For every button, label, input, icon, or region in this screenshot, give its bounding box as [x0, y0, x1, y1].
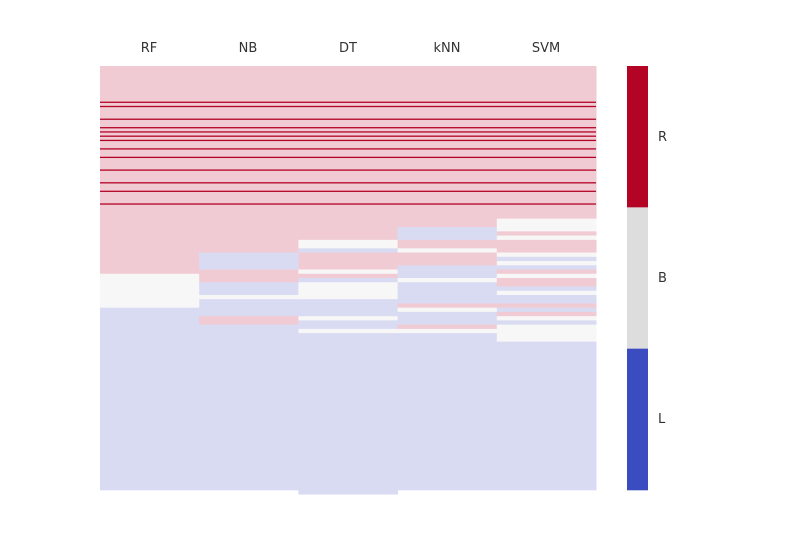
- heatmap-cell-dt-l: [298, 248, 399, 253]
- heatmap-cell-dt-r: [298, 252, 399, 270]
- heatmap-cell-svm-b: [496, 316, 597, 321]
- highlight-row-line: [100, 156, 596, 159]
- colorbar-label-b: B: [658, 271, 667, 286]
- heatmap-cell-svm-l: [496, 286, 597, 292]
- heatmap-cell-nb-l: [199, 252, 299, 270]
- heatmap-cell-dt-l: [298, 320, 399, 330]
- heatmap-cell-dt-r: [298, 273, 399, 279]
- heatmap-cell-dt-b: [298, 269, 399, 275]
- column-labels: RF NB DT kNN SVM: [141, 41, 560, 56]
- heatmap-cell-svm-r: [496, 239, 597, 253]
- heatmap-cell-svm-r: [496, 278, 597, 287]
- highlight-row-line: [100, 127, 596, 129]
- heatmap-cell-nb-b: [199, 294, 299, 300]
- highlight-row-line: [100, 190, 596, 192]
- heatmap-cell-dt-r: [298, 66, 399, 241]
- heatmap-cell-svm-b: [496, 273, 597, 279]
- heatmap-cell-svm-r: [496, 303, 597, 308]
- heatmap-cell-dt-b: [298, 328, 399, 334]
- heatmap-cell-nb-r: [199, 269, 299, 283]
- heatmap-cell-svm-r: [496, 231, 597, 236]
- heatmap-cell-knn-r: [397, 66, 498, 228]
- heatmap-cell-dt-l: [298, 299, 399, 317]
- heatmap-cell-nb-r: [199, 316, 299, 325]
- heatmap-cell-knn-l: [397, 227, 498, 241]
- colorbar: [627, 66, 648, 491]
- column-label-nb: NB: [239, 41, 258, 56]
- heatmap-cell-svm-b: [496, 324, 597, 342]
- highlight-row-line: [100, 135, 596, 137]
- colorbar-segment-b: [627, 207, 648, 349]
- heatmap-cell-rf-l: [100, 307, 200, 491]
- heatmap-cell-svm-l: [496, 320, 597, 325]
- heatmap-cell-svm-b: [496, 252, 597, 258]
- highlight-row-line: [100, 148, 596, 150]
- heatmap-cell-knn-r: [397, 239, 498, 249]
- highlight-lines: [100, 101, 596, 205]
- highlight-row-line: [100, 118, 596, 120]
- heatmap-cell-dt-l: [298, 333, 399, 495]
- highlight-row-line: [100, 203, 596, 205]
- heatmap-cell-nb-r: [199, 66, 299, 253]
- heatmap-cell-knn-b: [397, 307, 498, 313]
- heatmap-cell-svm-l: [496, 256, 597, 262]
- heatmap-cells: [100, 66, 597, 495]
- heatmap-cell-dt-b: [298, 239, 399, 249]
- heatmap-cell-svm-r: [496, 269, 597, 275]
- heatmap-cell-svm-b: [496, 218, 597, 232]
- heatmap-cell-svm-b: [496, 290, 597, 296]
- heatmap-cell-svm-b: [496, 261, 597, 266]
- heatmap-cell-nb-l: [199, 282, 299, 296]
- heatmap-cell-knn-b: [397, 248, 498, 253]
- heatmap-cell-svm-r: [496, 66, 597, 219]
- heatmap-cell-knn-b: [397, 278, 498, 283]
- heatmap-cell-dt-l: [298, 278, 399, 283]
- heatmap-cell-knn-r: [397, 303, 498, 308]
- column-label-rf: RF: [141, 41, 158, 56]
- highlight-row-line: [100, 105, 596, 108]
- heatmap-cell-knn-r: [397, 252, 498, 266]
- heatmap-cell-knn-l: [397, 311, 498, 325]
- heatmap-cell-svm-b: [496, 235, 597, 241]
- heatmap-cell-dt-b: [298, 316, 399, 321]
- heatmap-cell-svm-l: [496, 265, 597, 270]
- heatmap-cell-nb-l: [199, 299, 299, 317]
- colorbar-labels: R B L: [658, 130, 667, 427]
- highlight-row-line: [100, 139, 596, 142]
- heatmap-cell-knn-l: [397, 282, 498, 304]
- heatmap-cell-svm-l: [496, 307, 597, 313]
- highlight-row-line: [100, 182, 596, 184]
- colorbar-label-l: L: [658, 412, 666, 427]
- heatmap-cell-svm-l: [496, 341, 597, 491]
- heatmap-cell-nb-l: [199, 324, 299, 491]
- highlight-row-line: [100, 169, 596, 171]
- heatmap-cell-rf-b: [100, 273, 200, 308]
- column-label-knn: kNN: [434, 41, 461, 56]
- colorbar-segment-r: [627, 66, 648, 208]
- heatmap-cell-knn-b: [397, 328, 498, 334]
- column-label-dt: DT: [339, 41, 357, 56]
- heatmap-cell-svm-l: [496, 294, 597, 304]
- colorbar-label-r: R: [658, 130, 667, 145]
- heatmap-cell-knn-l: [397, 333, 498, 491]
- highlight-row-line: [100, 101, 596, 103]
- heatmap-cell-svm-r: [496, 311, 597, 317]
- heatmap-cell-knn-r: [397, 324, 498, 330]
- heatmap-cell-knn-l: [397, 265, 498, 279]
- column-label-svm: SVM: [532, 41, 560, 56]
- colorbar-segment-l: [627, 348, 648, 491]
- heatmap-cell-dt-b: [298, 282, 399, 300]
- highlight-row-line: [100, 131, 596, 133]
